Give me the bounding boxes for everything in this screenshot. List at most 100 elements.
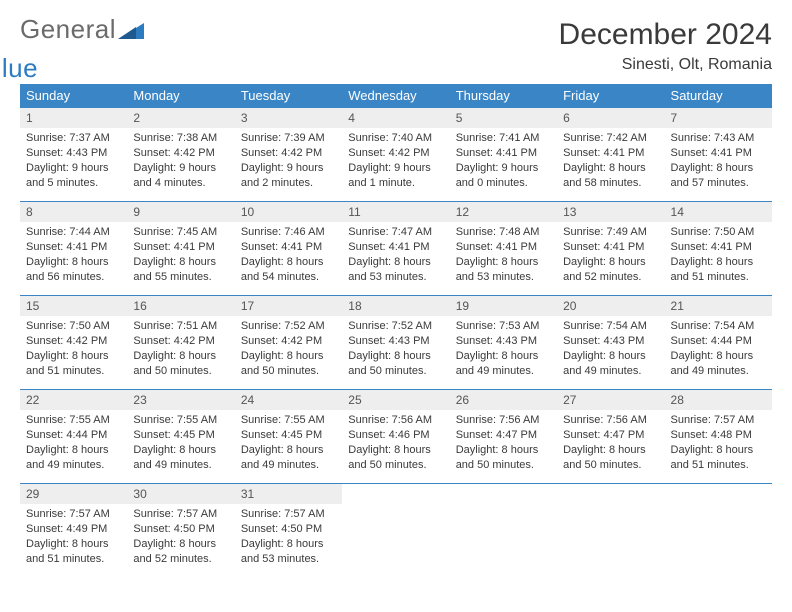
day-number: 19 bbox=[450, 295, 557, 316]
day-number: 20 bbox=[557, 295, 664, 316]
logo: General Blue bbox=[20, 18, 144, 65]
day-dl2: and 53 minutes. bbox=[241, 552, 336, 567]
day-sunrise: Sunrise: 7:57 AM bbox=[26, 507, 121, 522]
day-sunrise: Sunrise: 7:39 AM bbox=[241, 131, 336, 146]
day-dl2: and 2 minutes. bbox=[241, 176, 336, 191]
day-dl2: and 55 minutes. bbox=[133, 270, 228, 285]
day-details-row: Sunrise: 7:55 AMSunset: 4:44 PMDaylight:… bbox=[20, 410, 772, 483]
dow-sunday: Sunday bbox=[20, 84, 127, 107]
day-cell: Sunrise: 7:47 AMSunset: 4:41 PMDaylight:… bbox=[342, 222, 449, 295]
day-number: 15 bbox=[20, 295, 127, 316]
day-sunset: Sunset: 4:42 PM bbox=[241, 334, 336, 349]
day-cell: Sunrise: 7:50 AMSunset: 4:42 PMDaylight:… bbox=[20, 316, 127, 389]
day-dl1: Daylight: 8 hours bbox=[348, 349, 443, 364]
day-cell: Sunrise: 7:44 AMSunset: 4:41 PMDaylight:… bbox=[20, 222, 127, 295]
day-dl1: Daylight: 8 hours bbox=[671, 349, 766, 364]
day-cell: Sunrise: 7:37 AMSunset: 4:43 PMDaylight:… bbox=[20, 128, 127, 201]
day-cell: Sunrise: 7:41 AMSunset: 4:41 PMDaylight:… bbox=[450, 128, 557, 201]
day-sunrise: Sunrise: 7:45 AM bbox=[133, 225, 228, 240]
day-cell: Sunrise: 7:56 AMSunset: 4:47 PMDaylight:… bbox=[450, 410, 557, 483]
logo-triangle-icon bbox=[118, 17, 144, 39]
day-details-row: Sunrise: 7:57 AMSunset: 4:49 PMDaylight:… bbox=[20, 504, 772, 577]
day-sunset: Sunset: 4:43 PM bbox=[563, 334, 658, 349]
day-cell: Sunrise: 7:49 AMSunset: 4:41 PMDaylight:… bbox=[557, 222, 664, 295]
weekday-header-row: Sunday Monday Tuesday Wednesday Thursday… bbox=[20, 84, 772, 107]
dow-wednesday: Wednesday bbox=[342, 84, 449, 107]
day-dl2: and 4 minutes. bbox=[133, 176, 228, 191]
day-cell: Sunrise: 7:48 AMSunset: 4:41 PMDaylight:… bbox=[450, 222, 557, 295]
day-cell: Sunrise: 7:55 AMSunset: 4:44 PMDaylight:… bbox=[20, 410, 127, 483]
day-sunset: Sunset: 4:41 PM bbox=[241, 240, 336, 255]
day-sunrise: Sunrise: 7:55 AM bbox=[26, 413, 121, 428]
day-dl2: and 50 minutes. bbox=[348, 458, 443, 473]
day-cell bbox=[450, 504, 557, 577]
day-sunrise: Sunrise: 7:43 AM bbox=[671, 131, 766, 146]
logo-text-1: General bbox=[20, 18, 116, 41]
day-number-row: 1234567 bbox=[20, 107, 772, 128]
day-sunrise: Sunrise: 7:54 AM bbox=[671, 319, 766, 334]
day-sunrise: Sunrise: 7:55 AM bbox=[133, 413, 228, 428]
day-dl1: Daylight: 8 hours bbox=[133, 537, 228, 552]
day-number bbox=[450, 483, 557, 504]
day-sunset: Sunset: 4:47 PM bbox=[456, 428, 551, 443]
day-number: 2 bbox=[127, 107, 234, 128]
day-dl1: Daylight: 8 hours bbox=[563, 161, 658, 176]
day-number: 6 bbox=[557, 107, 664, 128]
day-number: 21 bbox=[665, 295, 772, 316]
day-sunset: Sunset: 4:47 PM bbox=[563, 428, 658, 443]
day-cell: Sunrise: 7:39 AMSunset: 4:42 PMDaylight:… bbox=[235, 128, 342, 201]
day-dl2: and 53 minutes. bbox=[348, 270, 443, 285]
day-dl1: Daylight: 8 hours bbox=[26, 537, 121, 552]
day-sunrise: Sunrise: 7:57 AM bbox=[241, 507, 336, 522]
day-sunrise: Sunrise: 7:46 AM bbox=[241, 225, 336, 240]
day-sunset: Sunset: 4:42 PM bbox=[241, 146, 336, 161]
day-dl2: and 50 minutes. bbox=[241, 364, 336, 379]
day-dl2: and 52 minutes. bbox=[133, 552, 228, 567]
day-dl2: and 51 minutes. bbox=[671, 458, 766, 473]
day-cell: Sunrise: 7:56 AMSunset: 4:46 PMDaylight:… bbox=[342, 410, 449, 483]
day-details-row: Sunrise: 7:50 AMSunset: 4:42 PMDaylight:… bbox=[20, 316, 772, 389]
day-number: 13 bbox=[557, 201, 664, 222]
title-block: December 2024 Sinesti, Olt, Romania bbox=[559, 18, 772, 74]
day-sunset: Sunset: 4:45 PM bbox=[133, 428, 228, 443]
day-cell: Sunrise: 7:51 AMSunset: 4:42 PMDaylight:… bbox=[127, 316, 234, 389]
day-dl2: and 49 minutes. bbox=[456, 364, 551, 379]
day-number-row: 293031 bbox=[20, 483, 772, 504]
day-sunset: Sunset: 4:46 PM bbox=[348, 428, 443, 443]
day-sunset: Sunset: 4:41 PM bbox=[456, 146, 551, 161]
day-sunrise: Sunrise: 7:57 AM bbox=[133, 507, 228, 522]
day-dl1: Daylight: 8 hours bbox=[133, 443, 228, 458]
day-dl1: Daylight: 8 hours bbox=[133, 349, 228, 364]
day-number: 31 bbox=[235, 483, 342, 504]
day-number: 27 bbox=[557, 389, 664, 410]
day-sunset: Sunset: 4:44 PM bbox=[671, 334, 766, 349]
day-sunset: Sunset: 4:41 PM bbox=[671, 146, 766, 161]
day-dl2: and 49 minutes. bbox=[241, 458, 336, 473]
day-sunset: Sunset: 4:41 PM bbox=[671, 240, 766, 255]
location: Sinesti, Olt, Romania bbox=[559, 56, 772, 74]
day-sunset: Sunset: 4:50 PM bbox=[133, 522, 228, 537]
day-cell bbox=[665, 504, 772, 577]
day-sunset: Sunset: 4:42 PM bbox=[26, 334, 121, 349]
day-number bbox=[665, 483, 772, 504]
day-sunrise: Sunrise: 7:49 AM bbox=[563, 225, 658, 240]
day-number: 29 bbox=[20, 483, 127, 504]
day-sunrise: Sunrise: 7:53 AM bbox=[456, 319, 551, 334]
day-dl1: Daylight: 8 hours bbox=[26, 443, 121, 458]
day-dl2: and 56 minutes. bbox=[26, 270, 121, 285]
day-sunset: Sunset: 4:50 PM bbox=[241, 522, 336, 537]
day-number: 11 bbox=[342, 201, 449, 222]
day-sunset: Sunset: 4:42 PM bbox=[133, 146, 228, 161]
day-dl1: Daylight: 8 hours bbox=[671, 443, 766, 458]
day-dl2: and 49 minutes. bbox=[133, 458, 228, 473]
day-cell: Sunrise: 7:57 AMSunset: 4:50 PMDaylight:… bbox=[235, 504, 342, 577]
header: General Blue December 2024 Sinesti, Olt,… bbox=[20, 18, 772, 74]
day-sunset: Sunset: 4:42 PM bbox=[133, 334, 228, 349]
day-dl1: Daylight: 9 hours bbox=[241, 161, 336, 176]
day-sunset: Sunset: 4:41 PM bbox=[456, 240, 551, 255]
day-dl1: Daylight: 8 hours bbox=[456, 349, 551, 364]
day-dl1: Daylight: 8 hours bbox=[348, 255, 443, 270]
day-number: 26 bbox=[450, 389, 557, 410]
day-cell: Sunrise: 7:57 AMSunset: 4:49 PMDaylight:… bbox=[20, 504, 127, 577]
day-dl1: Daylight: 8 hours bbox=[456, 443, 551, 458]
